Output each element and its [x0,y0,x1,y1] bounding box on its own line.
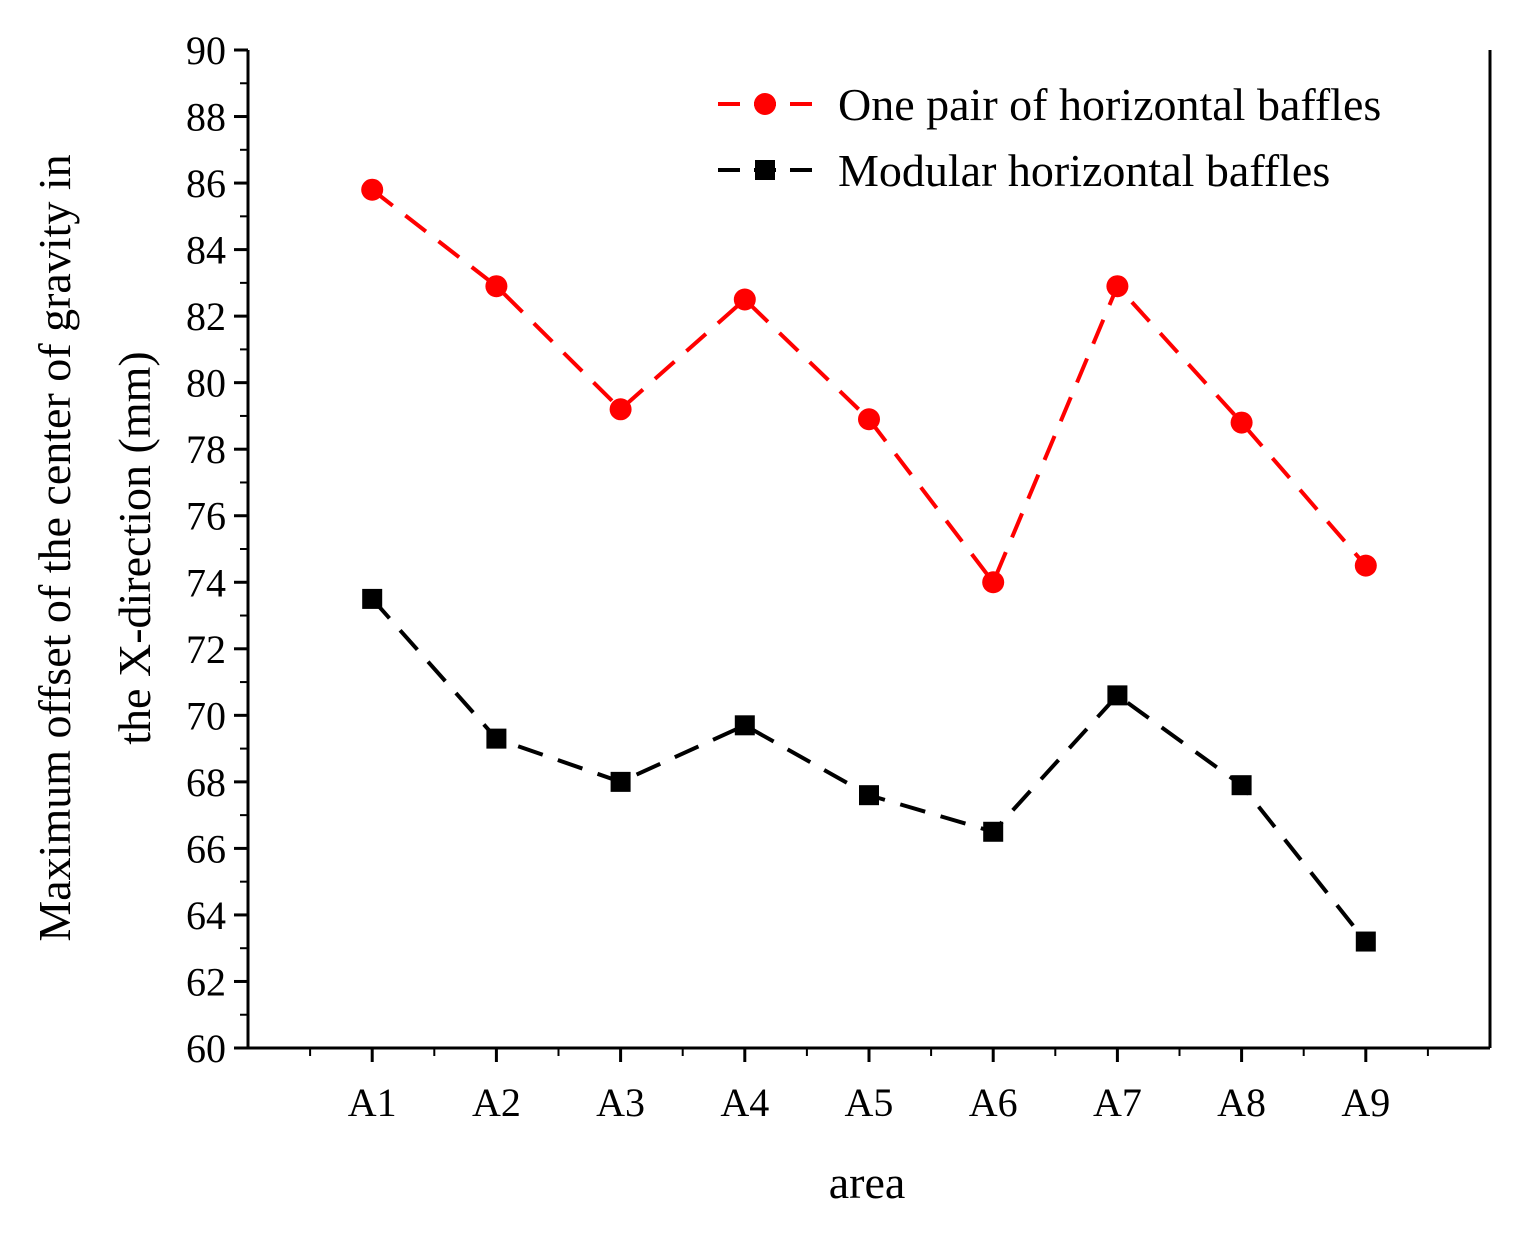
legend-label-2: Modular horizontal baffles [838,145,1330,196]
series-2-point-A9 [1355,931,1376,952]
series-2-point-A8 [1231,775,1252,796]
x-tick-label: A5 [845,1080,894,1125]
y-tick-label: 84 [186,228,226,273]
y-tick-label: 68 [186,760,226,805]
series-1-point-A4 [733,288,756,311]
series-2-point-A6 [983,821,1004,842]
y-tick-label: 90 [186,28,226,73]
x-tick-label: A2 [472,1080,521,1125]
series-1-point-A2 [485,275,508,298]
y-tick-label: 60 [186,1026,226,1071]
series-2-point-A3 [610,771,631,792]
x-tick-label: A7 [1093,1080,1142,1125]
y-tick-label: 74 [186,560,226,605]
legend: One pair of horizontal baffles Modular ho… [718,79,1381,196]
y-axis-label: Maximum offset of the center of gravity … [29,154,160,941]
plot-frame [246,50,1492,1050]
series-layer [361,178,1377,952]
x-tick-label: A1 [348,1080,397,1125]
y-tick-label: 62 [186,959,226,1004]
y-tick-label: 64 [186,893,226,938]
y-axis-ticks: 60 62 64 66 68 70 72 74 76 78 80 82 84 86 88 90 [186,28,248,1071]
legend-label-1: One pair of horizontal baffles [838,79,1381,130]
series-1-point-A7 [1106,275,1129,298]
series-2-line [370,597,1368,943]
series-1-point-A5 [858,408,880,431]
series-1-line [370,188,1368,587]
y-tick-label: 80 [186,361,226,406]
series-2-point-A2 [486,728,507,749]
series-1-point-A1 [361,178,384,201]
x-axis-ticks: A1 A2 A3 A4 A5 A6 A7 A8 A9 [309,1048,1429,1125]
y-tick-label: 66 [186,826,226,871]
y-tick-label: 88 [186,95,226,140]
legend-marker-2 [755,160,775,180]
x-axis-label: area [829,1157,906,1208]
y-tick-label: 82 [186,294,226,339]
x-tick-label: A4 [720,1080,769,1125]
series-2-point-A1 [362,588,383,609]
y-tick-label: 70 [186,693,226,738]
series-2-point-A4 [734,715,755,736]
x-tick-label: A8 [1217,1080,1266,1125]
y-axis-label-line-2: the X-direction (mm) [109,351,160,744]
x-tick-label: A6 [969,1080,1018,1125]
y-axis-label-line-1: Maximum offset of the center of gravity … [29,154,80,941]
series-2-point-A7 [1107,685,1128,706]
series-1-point-A9 [1354,554,1377,577]
y-tick-label: 86 [186,161,226,206]
x-tick-label: A9 [1341,1080,1390,1125]
series-1-point-A8 [1230,411,1253,434]
legend-marker-1 [754,93,776,115]
x-tick-label: A3 [596,1080,645,1125]
series-2-point-A5 [859,785,879,806]
y-tick-label: 72 [186,627,226,672]
series-1-point-A6 [982,571,1005,594]
y-tick-label: 76 [186,494,226,539]
y-tick-label: 78 [186,427,226,472]
series-1-point-A3 [609,398,632,421]
